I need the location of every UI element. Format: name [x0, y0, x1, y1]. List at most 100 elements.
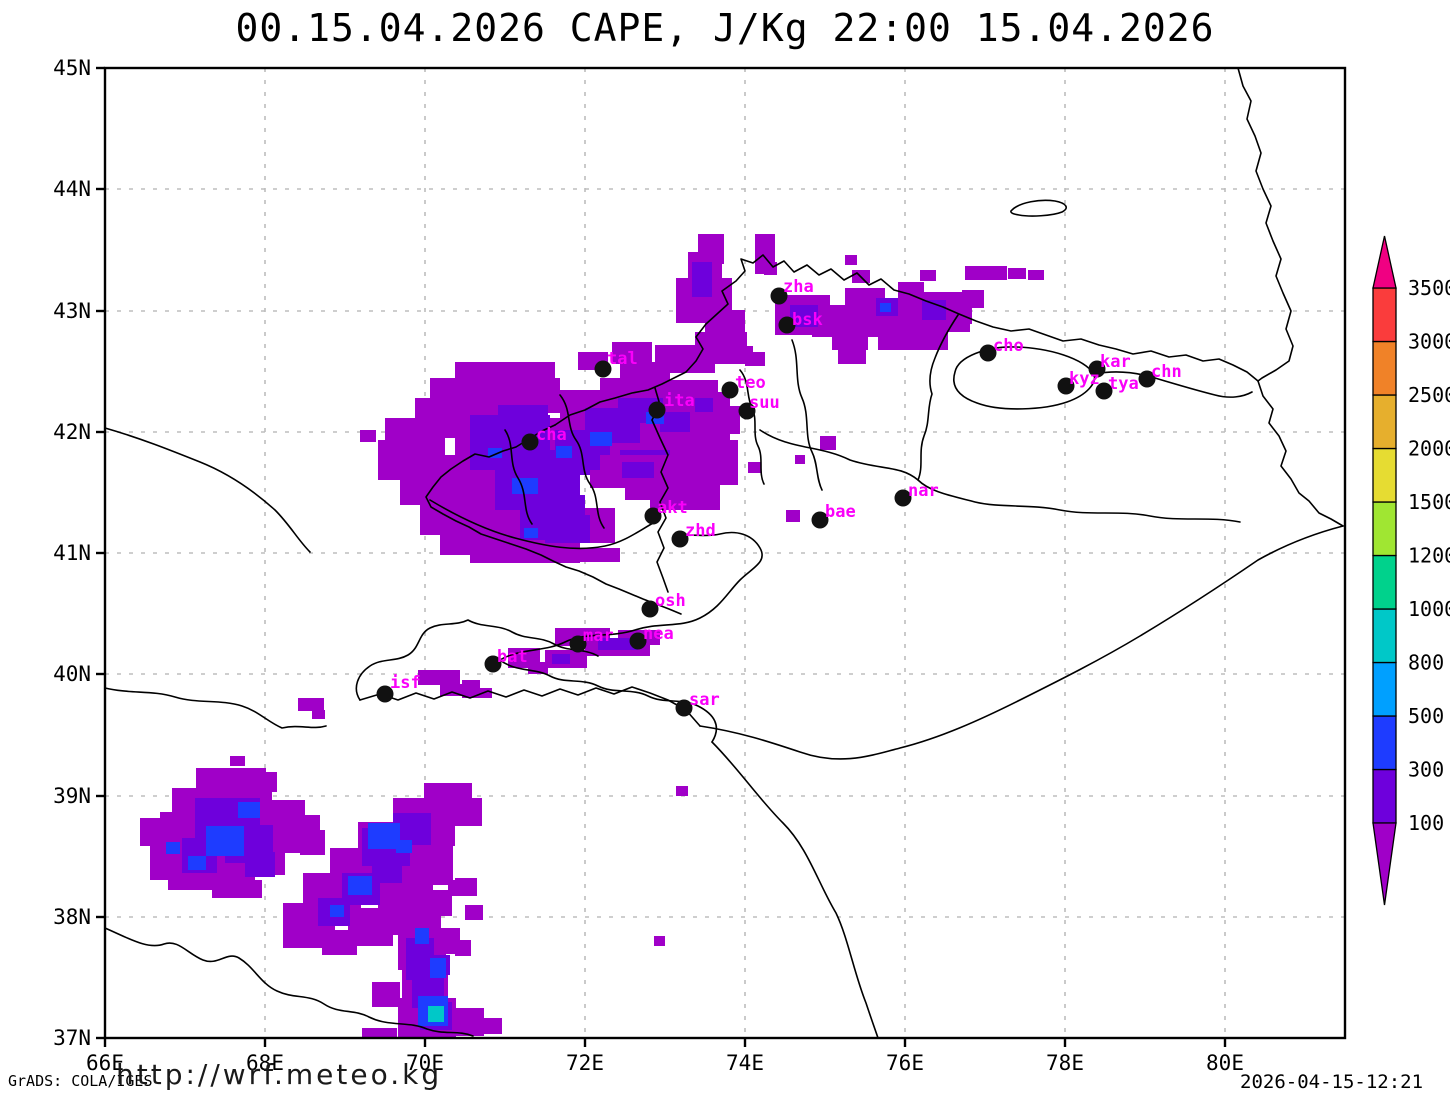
station-dot-nar: [894, 489, 912, 507]
cape-cell: [368, 823, 400, 849]
cape-cell: [676, 786, 688, 796]
cape-cell: [662, 462, 692, 478]
cape-cell: [878, 330, 948, 350]
station-label-ita: ita: [664, 391, 695, 411]
cape-cell: [922, 300, 946, 320]
cape-cell: [786, 510, 800, 522]
cape-cell: [590, 470, 625, 488]
cape-cell: [845, 255, 857, 265]
border-line: [1094, 371, 1253, 398]
cape-cell: [795, 455, 805, 464]
cape-cell: [622, 462, 654, 478]
lat-tick-label: 39N: [53, 784, 91, 808]
station-dot-cha: [521, 433, 539, 451]
border-line: [554, 254, 1259, 426]
legend-tick-label: 2500: [1408, 383, 1450, 407]
lat-tick-label: 40N: [53, 662, 91, 686]
cape-cell: [406, 938, 434, 980]
cape-cell: [476, 1018, 502, 1034]
cape-cell: [440, 684, 466, 696]
cape-cell: [512, 478, 538, 494]
station-dot-mar: [569, 635, 587, 653]
cape-cell: [612, 342, 652, 364]
border-line: [711, 741, 879, 1039]
legend-band: [1372, 287, 1397, 343]
station-label-isf: isf: [390, 673, 421, 693]
station-label-nar: nar: [908, 481, 939, 501]
cape-cell: [426, 890, 452, 916]
cape-cell: [212, 880, 262, 898]
legend-band: [1372, 661, 1397, 717]
lat-tick-label: 43N: [53, 299, 91, 323]
legend-band: [1372, 447, 1397, 503]
cape-cell: [790, 305, 818, 327]
cape-cell: [695, 398, 713, 412]
cape-cell: [228, 844, 244, 856]
border-line: [425, 424, 682, 615]
cape-cell: [230, 756, 245, 766]
cape-cell: [188, 856, 206, 870]
cape-cell: [552, 654, 570, 664]
station-label-zhd: zhd: [685, 521, 716, 541]
generation-timestamp: 2026-04-15-12:21: [1240, 1071, 1424, 1093]
station-dot-kar: [1088, 360, 1106, 378]
cape-cell: [428, 1006, 444, 1022]
station-label-bsk: bsk: [792, 310, 823, 330]
legend-colorbar: 100 300 500 800 1000 1200 1500 2000 2500 3000 3500: [1372, 235, 1450, 906]
legend-tick-label: 1500: [1408, 490, 1450, 514]
cape-cell: [448, 880, 468, 896]
lat-tick-label: 45N: [53, 56, 91, 80]
station-label-kyz: kyz: [1069, 369, 1100, 389]
station-dot-tya: [1095, 382, 1113, 400]
cape-cell: [654, 936, 665, 946]
cape-cell: [898, 282, 924, 298]
cape-cell: [1028, 270, 1044, 280]
station-label-tya: tya: [1108, 374, 1139, 394]
cape-cell: [698, 234, 724, 264]
station-label-nea: nea: [643, 624, 674, 644]
legend-band: [1372, 715, 1397, 771]
legend-above-arrow: [1372, 235, 1397, 289]
station-label-akt: akt: [657, 498, 688, 518]
legend-band: [1372, 394, 1397, 450]
cape-cell: [360, 430, 376, 442]
legend-tick-label: 300: [1408, 758, 1444, 782]
cape-cell: [245, 852, 275, 877]
cape-cell: [545, 515, 590, 543]
station-dot-suu: [738, 402, 756, 420]
cape-cell: [488, 448, 502, 458]
cape-cell: [166, 842, 180, 854]
page-title: 00.15.04.2026 CAPE, J/Kg 22:00 15.04.202…: [235, 6, 1215, 50]
border-line: [559, 394, 605, 529]
station-dot-osh: [641, 600, 659, 618]
border-line: [917, 314, 1241, 523]
station-dot-tal: [594, 360, 612, 378]
cape-cell: [465, 905, 483, 920]
cape-cell: [372, 982, 400, 1007]
border-line: [104, 927, 474, 1037]
cape-cell: [962, 290, 984, 308]
station-label-tal: tal: [607, 349, 638, 369]
cape-cell: [408, 843, 453, 885]
legend-band: [1372, 340, 1397, 396]
legend-band: [1372, 554, 1397, 610]
lake: [1010, 199, 1067, 217]
station-dot-zha: [770, 287, 788, 305]
station-dot-isf: [376, 685, 394, 703]
station-label-chn: chn: [1151, 362, 1182, 382]
station-label-cha: cha: [536, 425, 567, 445]
station-label-osh: osh: [655, 591, 686, 611]
station-dot-bae: [811, 511, 829, 529]
cape-cell: [450, 798, 482, 826]
border-line: [759, 429, 919, 481]
cape-shading: [140, 234, 1044, 1038]
lon-tick-label: 80E: [1206, 1051, 1244, 1075]
cape-cell: [455, 362, 555, 382]
grads-credit: GrADS: COLA/IGES: [8, 1072, 153, 1090]
border-line: [651, 387, 669, 593]
axes: 66E 68E 70E 72E 74E 76E 78E 80E 45N 44N 43N 42N 41N 4…: [53, 56, 1244, 1075]
legend-band: [1372, 768, 1397, 824]
cape-cell: [880, 303, 891, 312]
station-dot-chn: [1138, 370, 1156, 388]
lat-tick-label: 44N: [53, 177, 91, 201]
